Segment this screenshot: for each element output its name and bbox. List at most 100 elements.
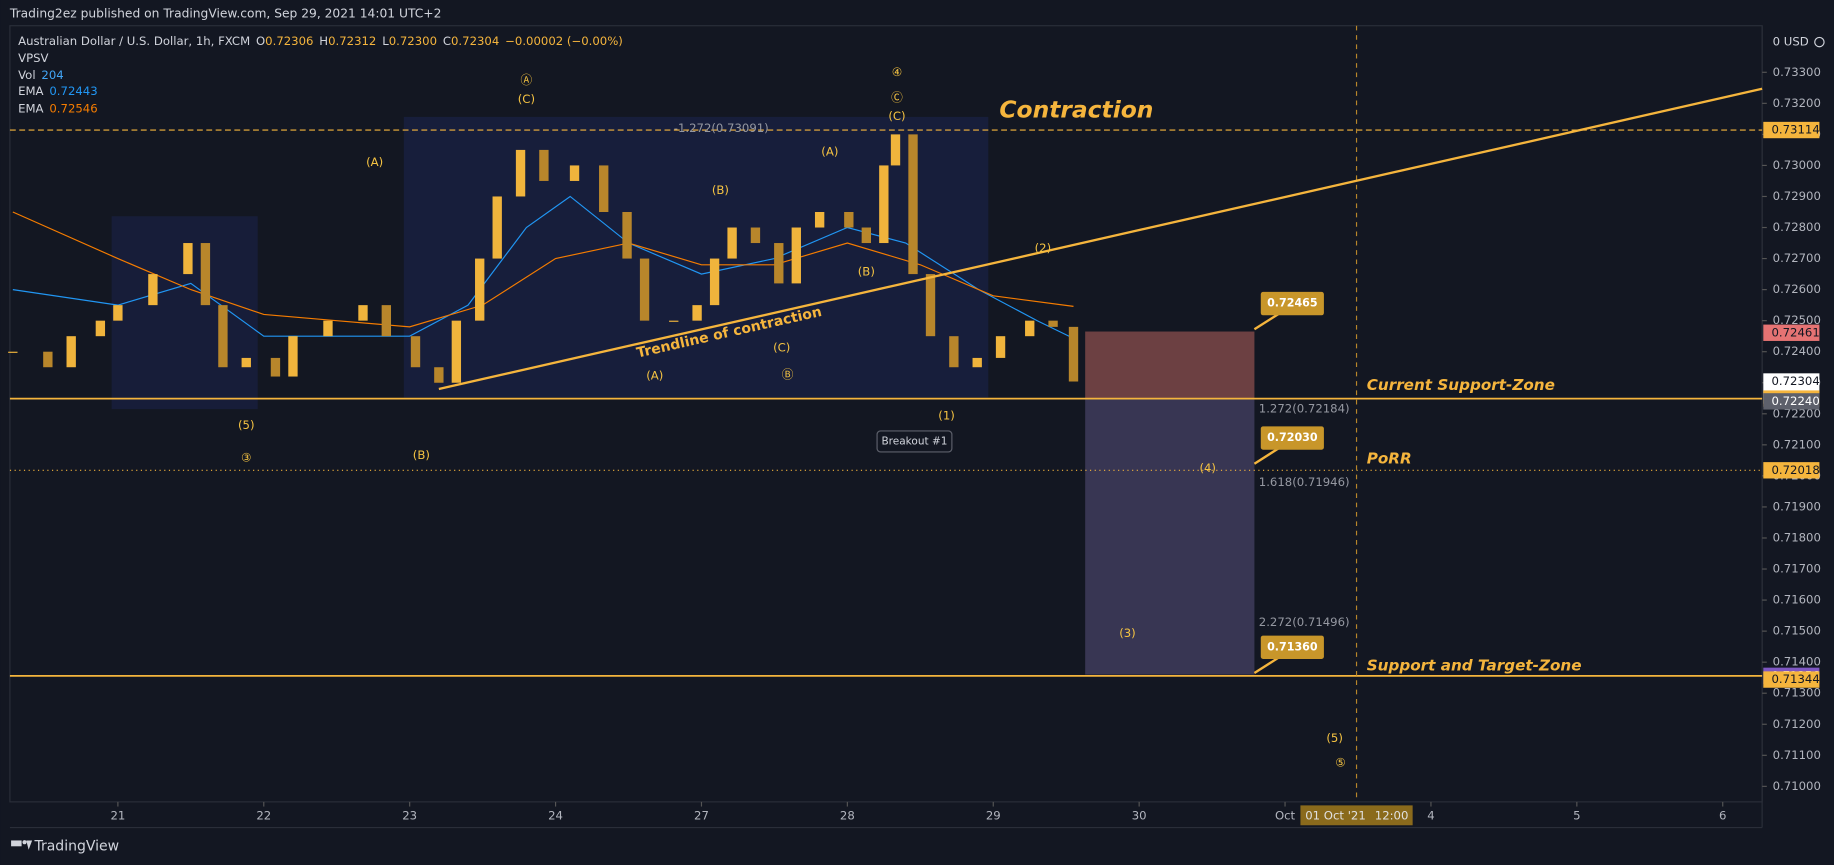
candle [148,274,158,306]
price-badge-label: 0.71344 [1771,672,1819,686]
candle [972,357,982,368]
legend-row: Australian Dollar / U.S. Dollar, 1h, FXC… [18,33,623,47]
candle [622,211,632,259]
y-tick-label: 0.72800 [1773,220,1821,234]
legend-volume: Vol 204 [18,67,64,81]
candle [492,196,502,259]
candle [569,165,580,181]
callout-text: 0.72465 [1267,297,1318,310]
wave-label: (A) [646,369,663,383]
candle [692,305,702,321]
y-tick-label: 0.71200 [1773,717,1821,731]
wave-label: (2) [1035,241,1052,255]
legend-ohlc-label: H [319,33,328,47]
note-text: Breakout #1 [881,435,947,447]
price-badge [1763,462,1820,479]
candle [844,211,854,228]
wave-label: Ⓐ [521,73,533,87]
y-tick-label: 0.71300 [1773,686,1821,700]
y-tick-label: 0.72700 [1773,251,1821,265]
y-tick-label: 0.72200 [1773,406,1821,420]
candle [908,134,918,275]
y-tick-label: 0.72600 [1773,282,1821,296]
x-tick-label: 29 [986,808,1001,822]
candle [814,211,825,228]
candle [890,134,901,166]
x-tick-label: 23 [402,808,417,822]
callout-pointer [1253,447,1279,465]
price-badge-label: 0.72461 [1771,325,1819,339]
candle [288,336,298,377]
crosshair-date: 01 Oct '21 [1305,808,1366,822]
crosshair-badge [1300,805,1413,826]
candle [381,305,392,337]
callout-box [1260,291,1324,316]
legend-vpsv: VPSV [18,51,48,65]
legend-symbol: Australian Dollar / U.S. Dollar, 1h, FXC… [18,33,250,47]
risk-zone [1085,331,1255,399]
x-tick-label: 22 [256,808,271,822]
candle [200,243,211,306]
y-tick-label: 0.73200 [1773,96,1821,110]
callout-pointer [1253,313,1279,331]
wave-label: (B) [712,183,729,197]
crosshair-time: 12:00 [1375,808,1409,822]
legend-ema: EMA 0.72443 [18,84,98,98]
callout-pointer [1253,656,1279,674]
price-badge-label: 0.72018 [1771,463,1819,477]
fib-label: 2.272(0.71496) [1259,615,1350,629]
zone-label: PoRR [1367,450,1412,468]
wave-label: ③ [241,450,251,464]
wave-label: (5) [1326,731,1343,745]
legend-ohlc-value: 0.72304 [451,33,499,47]
wave-label: (3) [1119,626,1136,640]
x-tick-label: 28 [840,808,855,822]
legend-ohlc-value: 0.72306 [265,33,313,47]
wave-label: (B) [858,265,875,279]
candle [95,320,106,337]
wave-label: ④ [892,65,902,79]
wave-label: (C) [518,92,535,106]
candle [451,320,462,383]
price-badge [1763,121,1820,139]
candle [113,305,123,321]
footer-brand: TradingView [33,838,119,854]
candle [241,357,251,368]
legend-ohlc-label: O [256,33,265,47]
trendline [438,87,1763,391]
price-badge [1763,393,1820,410]
y-tick-label: 0.72100 [1773,437,1821,451]
fib-label: 1.618(0.71946) [1259,475,1350,489]
price-badge-label: 0.72240 [1771,394,1819,408]
x-tick-label: 30 [1132,808,1147,822]
y-tick-label: 0.71800 [1773,530,1821,544]
candle [709,258,720,306]
wave-label: (5) [238,418,255,432]
candle [358,305,368,321]
legend-ohlc-value: 0.72300 [389,33,437,47]
x-tick-label: 5 [1573,808,1580,822]
callout-text: 0.72030 [1267,431,1318,444]
publisher: Trading2ez published on TradingView.com,… [9,7,441,21]
wave-label: (B) [413,448,430,462]
wave-label: Ⓑ [782,367,794,381]
wave-label: (A) [821,144,838,158]
note-box [876,430,953,453]
annotation-title: Contraction [999,95,1153,123]
wave-label: (1) [938,408,955,422]
callout-box [1260,426,1324,450]
price-badge-label: 0.73114 [1771,123,1819,137]
x-tick-label: 27 [694,808,709,822]
candle [925,274,936,337]
x-tick-label: 4 [1427,808,1434,822]
legend-ema-name: EMA [18,84,43,98]
y-tick-label: 0.72400 [1773,344,1821,358]
price-badge [1763,671,1820,688]
candle [599,165,609,212]
candle [183,243,193,275]
candle [791,227,801,284]
legend-ema-value: 0.72546 [49,101,97,115]
callout-box [1260,635,1324,659]
legend-ohlc-label: C [443,33,451,47]
y-tick-label: 0.72500 [1773,313,1821,327]
